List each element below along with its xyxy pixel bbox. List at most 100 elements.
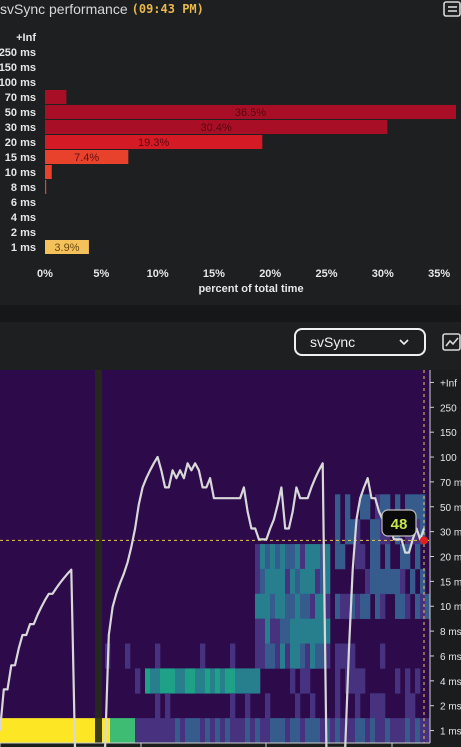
heatmap-cell [200, 643, 206, 669]
heatmap-cell [155, 668, 161, 694]
heatmap-cell [210, 718, 216, 744]
heatmap-cell [310, 618, 316, 644]
heatmap-cell [390, 568, 396, 595]
heatmap-cell [290, 618, 296, 644]
heatmap-cell [325, 718, 331, 744]
heatmap-cell [385, 718, 391, 744]
heatmap-cell [270, 568, 276, 595]
heatmap-cell [335, 544, 341, 570]
heatmap-cell [300, 544, 306, 570]
metric-select[interactable]: svSync [294, 328, 426, 356]
hist-bar [45, 180, 47, 194]
hist-ytick-label: 10 ms [5, 167, 36, 179]
heatmap-cell [410, 494, 416, 520]
heatmap-cell [275, 593, 281, 619]
hist-bar [45, 165, 52, 179]
heatmap-cell [365, 593, 371, 619]
heatmap-cell [260, 568, 266, 595]
heatmap-cell [165, 693, 171, 719]
heatmap-cell [415, 494, 421, 520]
hist-ytick-label: 50 ms [5, 107, 36, 119]
hist-bar [45, 105, 456, 119]
heatmap-ytick-label: 10 ms [440, 602, 461, 613]
heatmap-cell [150, 718, 156, 744]
heatmap-cell [320, 643, 326, 669]
hist-xtick-label: 5% [93, 268, 109, 280]
heatmap-cell [0, 718, 6, 744]
heatmap-cell [180, 668, 186, 694]
heatmap-cell [365, 718, 371, 744]
hist-ytick-label: 15 ms [5, 152, 36, 164]
heatmap-cell [370, 693, 376, 719]
heatmap-cell [340, 643, 346, 669]
heatmap-cell [360, 544, 366, 570]
hist-xtick-label: 20% [259, 268, 281, 280]
heatmap-cell [290, 643, 296, 669]
heatmap-cell [280, 593, 286, 619]
heatmap-cell [70, 718, 76, 744]
heatmap-cell [420, 718, 426, 744]
heatmap-cell [325, 544, 331, 570]
heatmap-cell [245, 718, 251, 744]
heatmap-cell [355, 718, 361, 744]
heatmap-cell [375, 693, 381, 719]
heatmap-cell [265, 618, 271, 644]
heatmap-ytick-label: 6 ms [440, 652, 461, 663]
timestamp-open-paren: ( [131, 2, 139, 16]
heatmap-cell [230, 643, 236, 669]
hist-xtick-label: 35% [428, 268, 450, 280]
heatmap-cell [355, 593, 361, 619]
histogram-chart: +Inf 250 ms 150 ms 100 ms 70 ms 50 ms 36.5% 30 … [0, 32, 456, 295]
heatmap-cell [260, 593, 266, 619]
heatmap-cell [300, 718, 306, 744]
heatmap-cell [295, 643, 301, 669]
heatmap-cell [280, 568, 286, 595]
hist-bar [45, 135, 263, 149]
heatmap-ytick-label: 150 [440, 428, 457, 439]
heatmap-cell [380, 718, 386, 744]
heatmap-cell [380, 643, 386, 669]
heatmap-cell [355, 544, 361, 570]
heatmap-cell [345, 718, 351, 744]
heatmap-cell [415, 718, 421, 744]
line-chart-icon[interactable] [442, 331, 461, 353]
hist-xtick-label: 0% [37, 268, 53, 280]
heatmap-cell [375, 718, 381, 744]
heatmap-cell [270, 618, 276, 644]
heatmap-cell [120, 718, 126, 744]
heatmap-ytick-label: 70 ms [440, 478, 461, 489]
list-icon[interactable] [443, 0, 461, 18]
heatmap-cell [305, 544, 311, 570]
heatmap-cell [340, 544, 346, 570]
hist-ytick-label: 4 ms [11, 212, 36, 224]
heatmap-cell [300, 643, 306, 669]
hist-data-label: 30.4% [201, 122, 232, 134]
heatmap-cell [320, 718, 326, 744]
hist-xtick-label: 15% [203, 268, 225, 280]
heatmap-cell [175, 668, 181, 694]
heatmap-cell [175, 718, 181, 744]
heatmap-cell [25, 718, 31, 744]
heatmap-cell [335, 494, 341, 520]
heatmap-cell [385, 568, 391, 595]
heatmap-gap-band [95, 370, 102, 743]
heatmap-cell [280, 544, 286, 570]
panel-divider [0, 305, 461, 322]
heatmap-cell [320, 593, 326, 619]
heatmap-cell [425, 718, 431, 744]
heatmap-cell [410, 568, 416, 595]
heatmap-cell [425, 593, 431, 619]
hist-ytick-label: 150 ms [0, 62, 36, 74]
metric-select-value: svSync [310, 334, 356, 350]
heatmap-cell [350, 718, 356, 744]
heatmap-cell [275, 643, 281, 669]
heatmap-cell [345, 494, 351, 520]
hist-ytick-label: 20 ms [5, 137, 36, 149]
heatmap-cell [355, 693, 361, 719]
heatmap-cell [315, 718, 321, 744]
heatmap-cell [300, 568, 306, 595]
heatmap-cell [75, 718, 81, 744]
heatmap-cell [100, 718, 106, 744]
panel-title-row: svSync performance (09:43 PM) [0, 0, 204, 18]
heatmap-cell [275, 618, 281, 644]
